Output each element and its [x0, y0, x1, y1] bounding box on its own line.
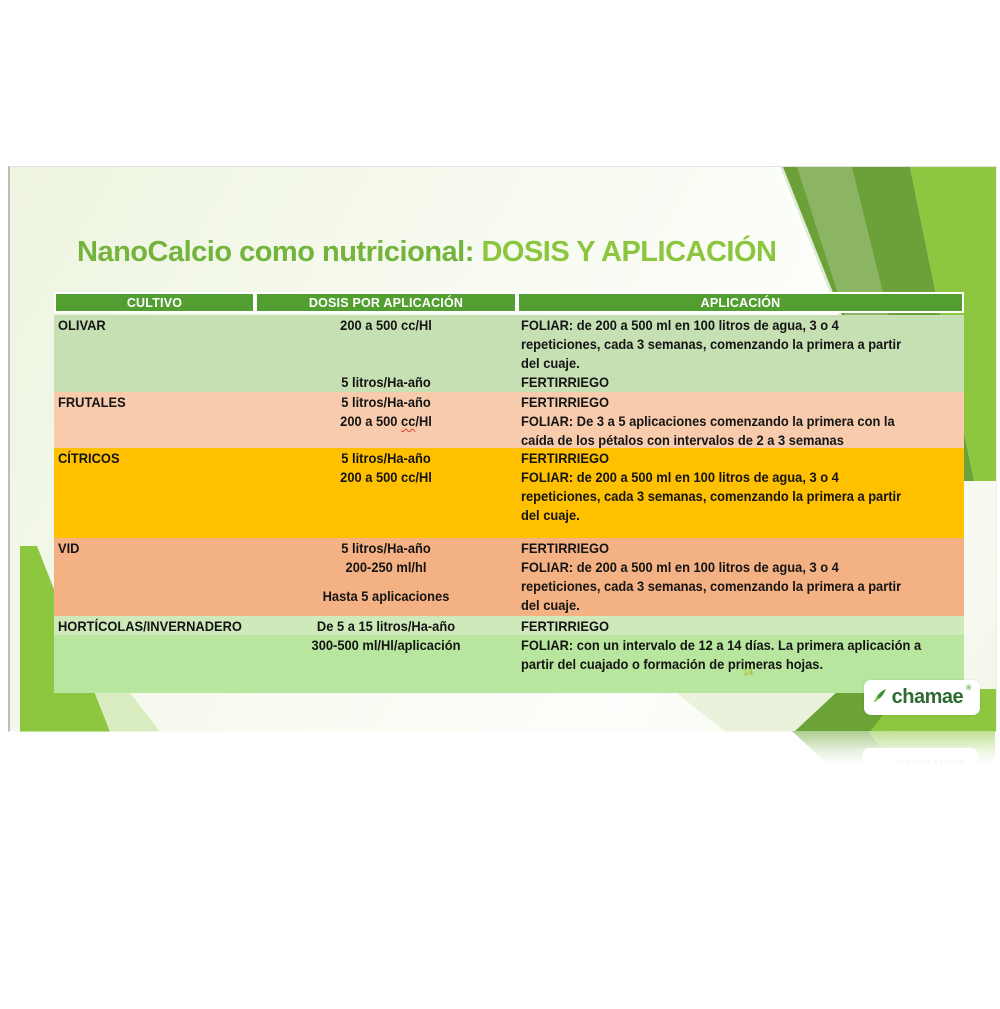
cultivo-label: FRUTALES: [58, 394, 126, 410]
slide: NanoCalcio como nutricional: DOSIS Y APL…: [8, 166, 997, 732]
chamae-logo-text: chamae: [891, 686, 964, 708]
dosage-table: CULTIVO DOSIS POR APLICACIÓN APLICACIÓN …: [54, 292, 964, 693]
table-row-frutales: FRUTALES 5 litros/Ha-año 200 a 500 cc/Hl…: [54, 392, 964, 448]
cell-aplicacion: FERTIRRIEGO FOLIAR: De 3 a 5 aplicacione…: [521, 394, 895, 448]
table-header-row: CULTIVO DOSIS POR APLICACIÓN APLICACIÓN: [54, 292, 964, 313]
table-row-horticolas-foliar: 300-500 ml/Hl/aplicación FOLIAR: con un …: [54, 635, 964, 693]
cell-dosis: De 5 a 15 litros/Ha-año: [316, 618, 456, 634]
spellcheck-underline: cc: [401, 413, 416, 429]
cell-dosis: 5 litros/Ha-año 200 a 500 cc/Hl: [255, 392, 517, 450]
cell-cultivo: VID: [54, 538, 255, 616]
cell-dosis: 5 litros/Ha-año 200-250 ml/hl Hasta 5 ap…: [322, 540, 450, 604]
table-row-horticolas-fertirriego: HORTÍCOLAS/INVERNADERO De 5 a 15 litros/…: [54, 616, 964, 635]
cell-aplicacion: FERTIRRIEGO: [521, 618, 610, 634]
column-header-cultivo: CULTIVO: [54, 292, 255, 313]
cell-aplicacion: FOLIAR: de 200 a 500 ml en 100 litros de…: [521, 317, 902, 390]
slide-title: NanoCalcio como nutricional: DOSIS Y APL…: [77, 236, 777, 269]
slide-page-number: 14: [743, 667, 754, 677]
registered-mark: ®: [966, 685, 972, 692]
slide-title-part2: DOSIS Y APLICACIÓN: [481, 236, 777, 269]
cell-aplicacion: FERTIRRIEGO FOLIAR: de 200 a 500 ml en 1…: [521, 450, 902, 523]
slide-title-part1: NanoCalcio como nutricional:: [77, 236, 482, 269]
cultivo-label: HORTÍCOLAS/INVERNADERO: [58, 618, 242, 634]
table-row-olivar: OLIVAR 200 a 500 cc/Hl 5 litros/Ha-año F…: [54, 315, 964, 392]
cultivo-label: CÍTRICOS: [58, 450, 120, 466]
table-row-vid: VID 5 litros/Ha-año 200-250 ml/hl Hasta …: [54, 538, 964, 616]
chamae-leaf-icon: [873, 689, 886, 702]
column-header-dosis: DOSIS POR APLICACIÓN: [255, 292, 517, 313]
reflection-fade-overlay: [0, 731, 1000, 765]
cell-cultivo: OLIVAR: [54, 315, 255, 392]
table-row-citricos: CÍTRICOS 5 litros/Ha-año 200 a 500 cc/Hl…: [54, 448, 964, 538]
cell-dosis: 300-500 ml/Hl/aplicación: [311, 637, 461, 653]
cell-cultivo: CÍTRICOS: [54, 448, 255, 538]
cell-cultivo: [54, 635, 255, 693]
cell-dosis: 5 litros/Ha-año 200 a 500 cc/Hl: [340, 450, 432, 485]
cultivo-label: VID: [58, 540, 80, 556]
cell-aplicacion: FERTIRRIEGO FOLIAR: de 200 a 500 ml en 1…: [521, 540, 902, 613]
cell-cultivo: FRUTALES: [54, 392, 255, 450]
column-header-aplicacion: APLICACIÓN: [517, 292, 964, 313]
cell-cultivo: HORTÍCOLAS/INVERNADERO: [54, 616, 255, 636]
slide-reflection: chamae: [0, 731, 1000, 765]
cell-dosis: 200 a 500 cc/Hl 5 litros/Ha-año: [340, 317, 432, 390]
dose-with-spellcheck: 200 a 500 cc/Hl: [340, 413, 432, 429]
cultivo-label: OLIVAR: [58, 317, 106, 333]
chamae-logo: chamae ®: [864, 680, 980, 715]
cell-aplicacion: FOLIAR: con un intervalo de 12 a 14 días…: [521, 637, 922, 672]
